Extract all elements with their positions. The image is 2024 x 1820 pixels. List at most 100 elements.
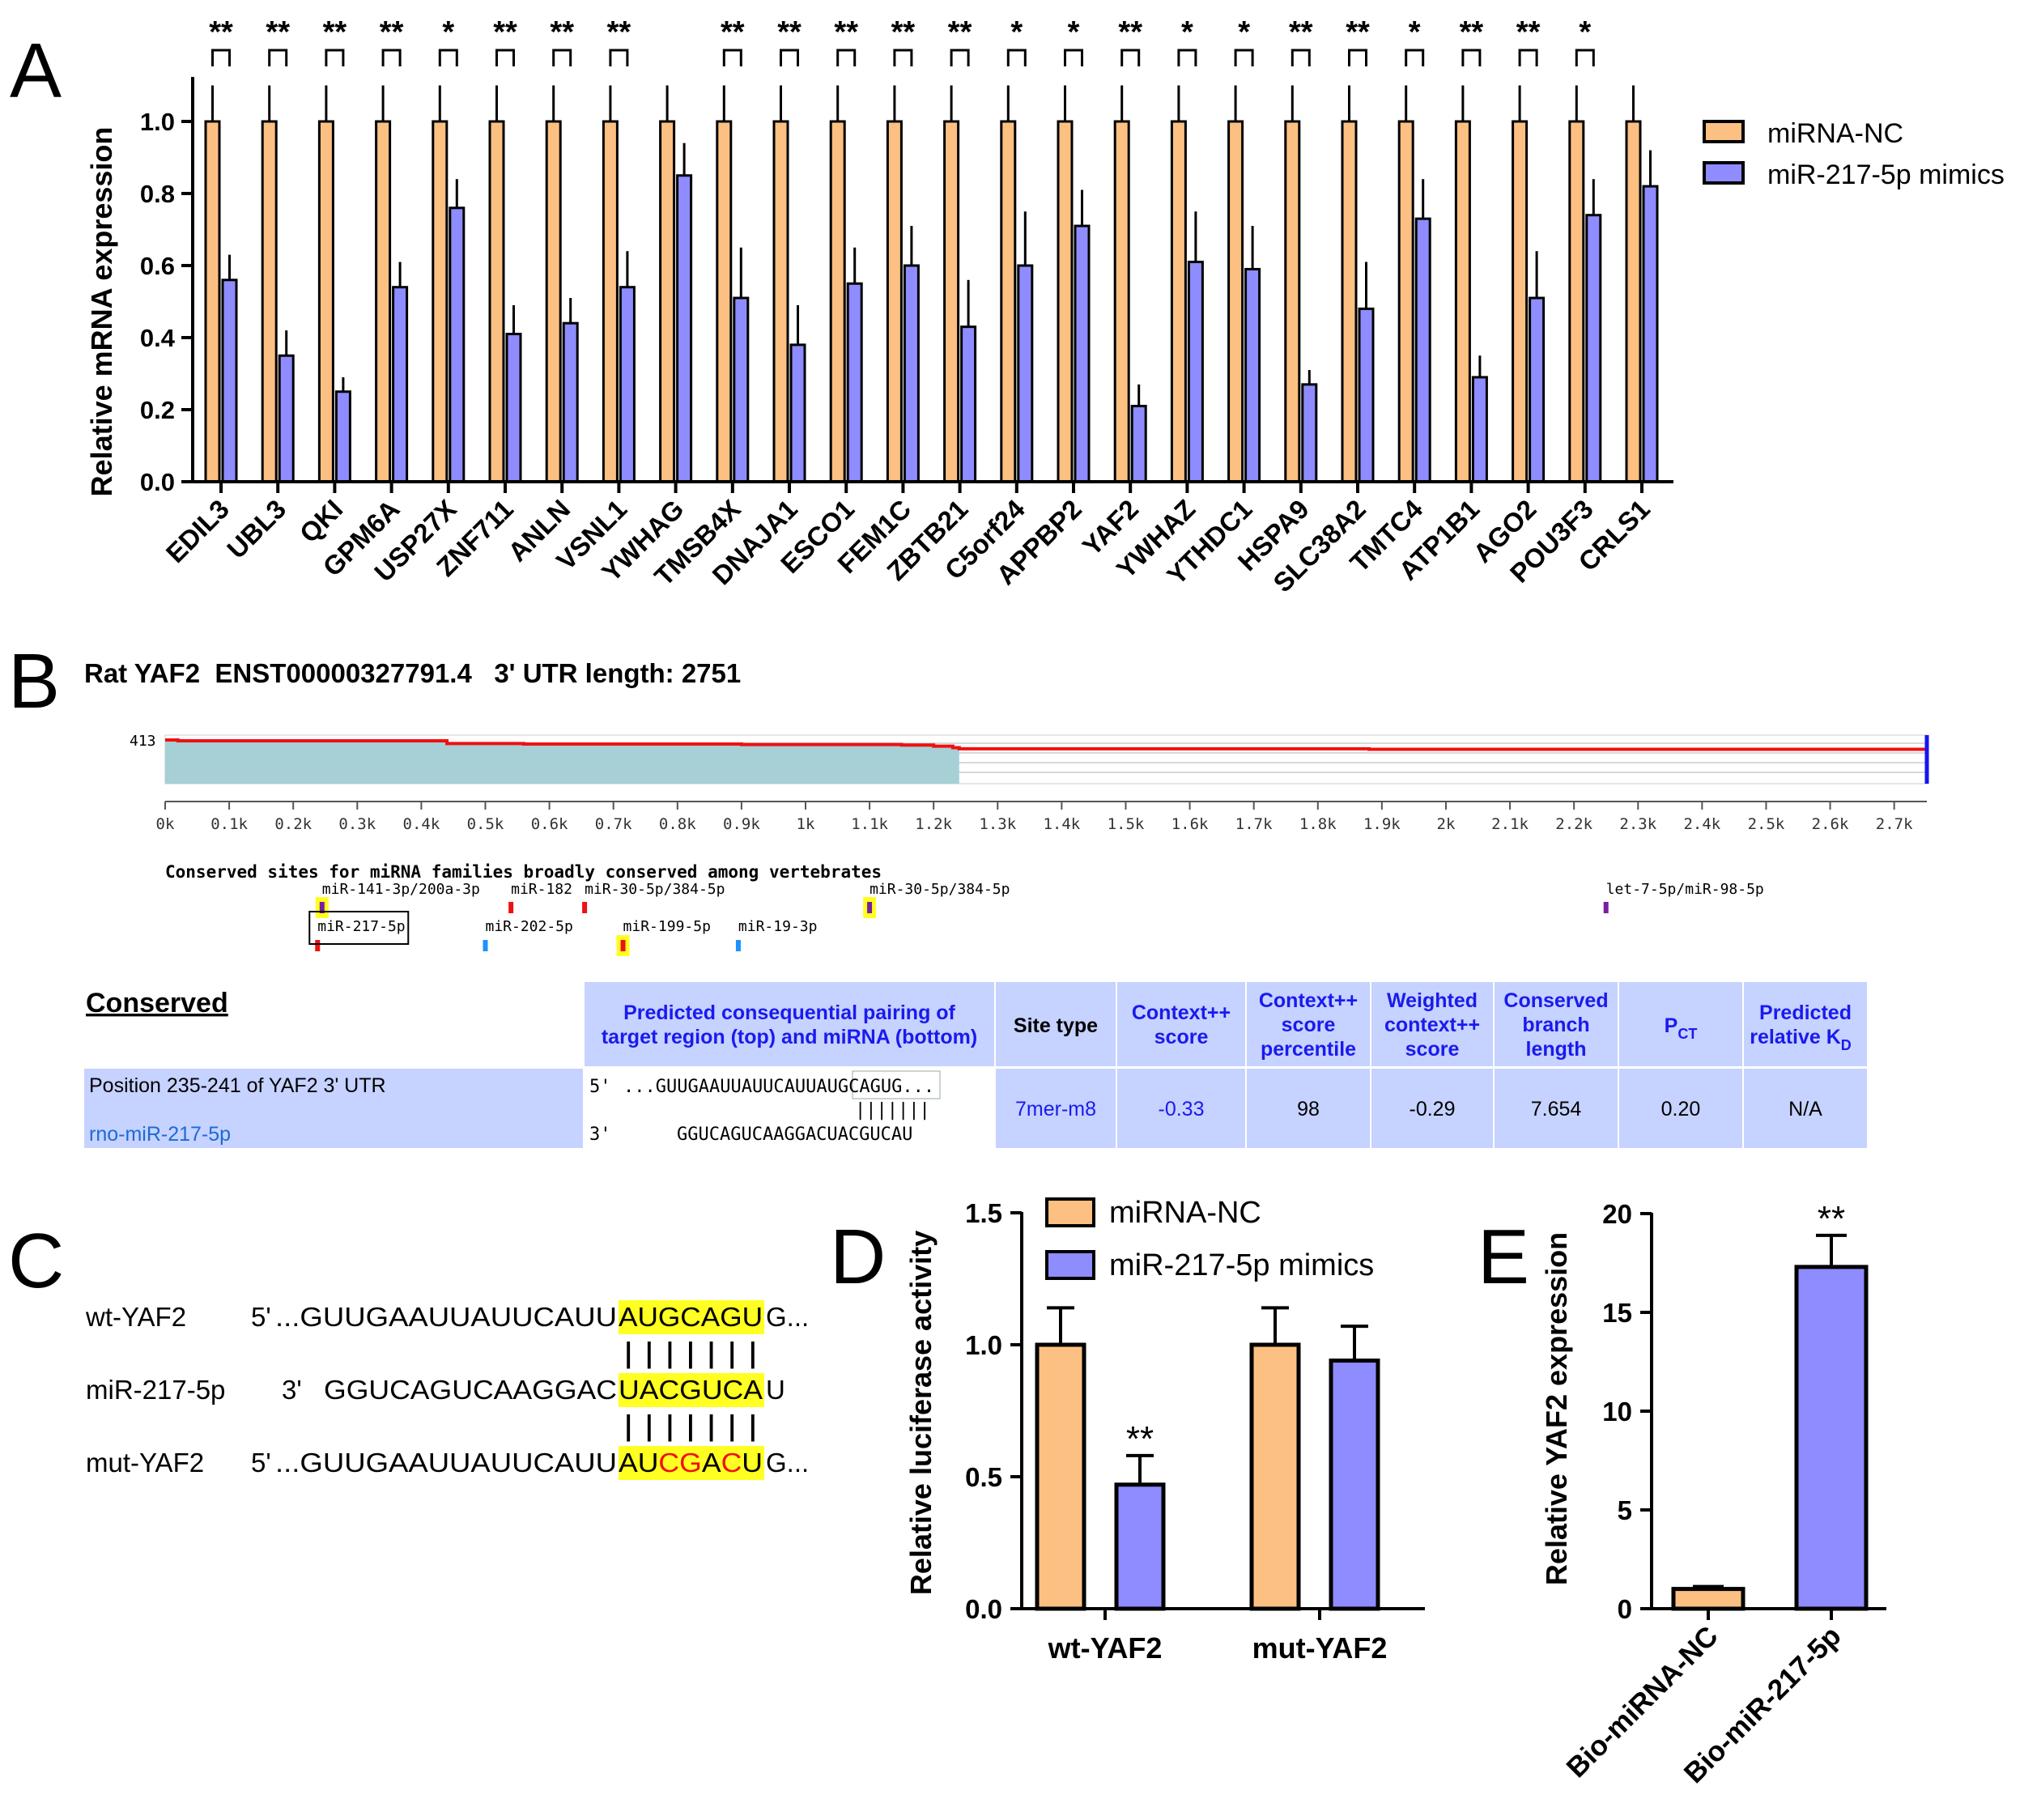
th-context: Context++ score [1132,1001,1231,1048]
c-site-base: C [721,1448,742,1478]
a-sig-mark: ** [948,15,972,49]
panel-e-ylabel: Relative YAF2 expression [1540,1232,1573,1585]
a-bar-nc [1284,120,1301,483]
b-xtick-label: 0.2k [274,815,312,833]
c-site-highlight [619,1300,764,1334]
d-legend-swatch-mimic [1045,1250,1095,1280]
a-bar-nc [1454,120,1471,483]
a-bar-mimic [1529,296,1546,483]
site-marker [735,940,741,951]
e-ytick-label: 20 [1602,1199,1632,1229]
c-row-name: mut-YAF2 [86,1448,204,1478]
e-sig-mark: ** [1818,1199,1845,1239]
b-xtick-label: 0.9k [723,815,760,833]
b-xtick-label: 1k [797,815,815,833]
a-sig-mark: ** [607,15,631,49]
b-xtick-label: 0.3k [338,815,376,833]
b-xtick-label: 0.8k [659,815,696,833]
b-xtick-label: 1.6k [1171,815,1209,833]
b-xtick-label: 2.3k [1619,815,1656,833]
d-ytick-label: 1.0 [965,1330,1002,1360]
panel-d-letter: D [830,1214,886,1300]
site-label: miR-217-5p [317,918,405,935]
a-bar-mimic [789,343,806,483]
a-sig-bracket [836,49,857,66]
table-title: Conserved [86,988,228,1018]
b-xtick-label: 2k [1437,815,1456,833]
panel-c-alignment: wt-YAF2 5' ...GUUGAAUUAUUCAUU AUGCAGU G...mi… [85,1300,809,1480]
panel-a-significance: ** ** ** ** * ** ** ** ** ** ** ** ** * * ** * * ** ** * ** **… [209,15,1595,66]
legend-swatch-nc [1703,120,1745,143]
e-bar-mimic [1794,1265,1869,1611]
a-sig-bracket [381,49,402,66]
c-row-post: G... [766,1448,809,1478]
a-bar-mimic [1074,224,1091,483]
panel-c: C wt-YAF2 5' ...GUUGAAUUAUUCAUU AUGCAGU G...… [8,1218,809,1480]
d-bar-nc [1035,1342,1086,1611]
th-weighted: Weighted context++ score [1384,989,1480,1061]
a-sig-mark: ** [1346,15,1370,49]
panel-a-legend: miRNA-NC miR-217-5p mimics [1703,118,2005,190]
a-sig-bracket [1348,49,1367,66]
a-bar-mimic [278,354,295,483]
site-label: miR-141-3p/200a-3p [322,881,480,898]
c-row-name: miR-217-5p [86,1375,225,1405]
site-marker [315,940,321,951]
c-row-site: AUGCAGU [619,1302,763,1332]
panel-b-letter: B [8,638,60,725]
a-sig-mark: ** [380,15,404,49]
b-xtick-label: 2.6k [1812,815,1849,833]
row-bot-prefix: 3' [589,1125,611,1145]
a-bar-mimic [505,333,522,483]
a-sig-mark: ** [323,15,347,49]
a-sig-bracket [1064,49,1083,66]
c-row-pre: ...GUUGAAUUAUUCAUU [275,1448,617,1478]
a-sig-bracket [1006,49,1027,66]
site-label: let-7-5p/miR-98-5p [1606,881,1764,898]
a-sig-mark: * [1068,15,1080,49]
a-bar-nc [1057,120,1074,483]
a-bar-nc [1568,120,1585,483]
a-sig-bracket [211,49,231,66]
c-site-base: A [619,1448,638,1478]
c-row-name: wt-YAF2 [85,1302,186,1332]
row-mirna-link[interactable]: rno-miR-217-5p [89,1123,231,1146]
e-ytick-label: 5 [1618,1495,1632,1525]
a-xtick-label: UBL3 [221,494,291,564]
a-sig-mark: ** [550,15,574,49]
a-bar-mimic [960,325,977,483]
a-bar-nc [1625,120,1642,483]
a-bar-nc [1113,120,1130,483]
a-bar-nc [886,120,903,483]
a-sig-mark: ** [721,15,745,49]
a-bar-nc [772,120,789,483]
b-xtick-label: 0.1k [210,815,248,833]
a-sig-bracket [893,49,913,66]
a-bar-nc [1000,120,1017,483]
a-bar-mimic [1244,267,1261,483]
b-xtick-label: 0k [156,815,175,833]
a-ytick-label: 0.8 [140,180,175,208]
d-legend-swatch-nc [1045,1197,1095,1227]
th-pairing: Predicted consequential pairing of target… [602,1001,977,1048]
panel-d-y-ticks: 0.0 0.5 1.0 1.5 [965,1198,1022,1624]
a-bar-mimic [903,264,920,483]
legend-label-mimic: miR-217-5p mimics [1767,159,2005,190]
panel-d-legend: miRNA-NC miR-217-5p mimics [1045,1196,1374,1282]
site-label: miR-202-5p [485,918,572,935]
panel-e: E Relative YAF2 expression 0 5 10 15 20 ** B… [1478,1199,1886,1789]
d-ytick-label: 1.5 [965,1198,1002,1228]
site-marker [319,902,325,913]
a-bar-nc [545,120,562,483]
a-sig-mark: ** [493,15,517,49]
b-xtick-label: 1.8k [1299,815,1337,833]
b-xtick-label: 1.1k [851,815,888,833]
a-sig-bracket [780,49,799,66]
site-label: miR-182 [511,881,572,898]
a-ytick-label: 0.0 [140,468,175,496]
row-weighted: -0.29 [1410,1098,1456,1120]
c-row-pre: ...GUUGAAUUAUUCAUU [275,1302,617,1332]
a-sig-bracket [325,49,345,66]
site-marker [620,940,626,951]
